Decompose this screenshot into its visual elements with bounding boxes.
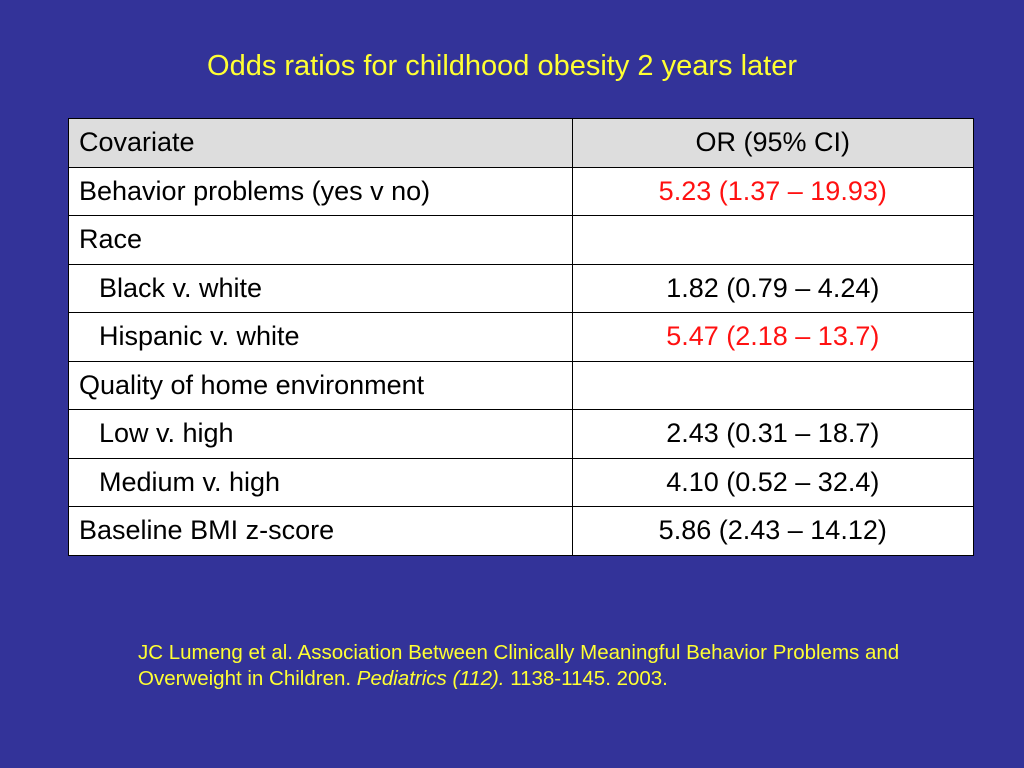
slide-title: Odds ratios for childhood obesity 2 year… <box>207 50 797 82</box>
odds-ratio-cell: 4.10 (0.52 – 32.4) <box>571 457 975 507</box>
table-row: Quality of home environment <box>68 360 975 410</box>
covariate-cell: Behavior problems (yes v no) <box>68 166 573 216</box>
odds-ratio-cell: 1.82 (0.79 – 4.24) <box>571 263 975 313</box>
covariate-cell: Medium v. high <box>68 457 573 507</box>
covariate-cell: Quality of home environment <box>68 360 573 410</box>
table-row: Behavior problems (yes v no) 5.23 (1.37 … <box>68 166 975 216</box>
odds-ratio-cell: 5.47 (2.18 – 13.7) <box>571 312 975 362</box>
odds-ratio-cell <box>571 360 975 410</box>
header-odds-ratio: OR (95% CI) <box>571 118 975 168</box>
odds-ratio-cell: 2.43 (0.31 – 18.7) <box>571 409 975 459</box>
covariate-cell: Baseline BMI z-score <box>68 506 573 556</box>
covariate-cell: Hispanic v. white <box>68 312 573 362</box>
odds-ratio-cell <box>571 215 975 265</box>
citation-pages-year: 1138-1145. 2003. <box>504 667 668 690</box>
header-covariate: Covariate <box>68 118 573 168</box>
covariate-cell: Low v. high <box>68 409 573 459</box>
table-row: Hispanic v. white 5.47 (2.18 – 13.7) <box>68 312 975 362</box>
table-row: Baseline BMI z-score 5.86 (2.43 – 14.12) <box>68 506 975 556</box>
citation: JC Lumeng et al. Association Between Cli… <box>138 640 968 692</box>
table-row: Race <box>68 215 975 265</box>
citation-journal: Pediatrics (112). <box>356 667 505 690</box>
covariate-cell: Race <box>68 215 573 265</box>
odds-ratio-cell: 5.23 (1.37 – 19.93) <box>571 166 975 216</box>
odds-ratio-cell: 5.86 (2.43 – 14.12) <box>571 506 975 556</box>
table-row: Low v. high 2.43 (0.31 – 18.7) <box>68 409 975 459</box>
covariate-cell: Black v. white <box>68 263 573 313</box>
citation-text: JC Lumeng et al. Association Between Cli… <box>138 641 900 690</box>
odds-ratio-table: Covariate OR (95% CI) Behavior problems … <box>68 118 975 556</box>
table-header-row: Covariate OR (95% CI) <box>68 118 975 168</box>
table-row: Black v. white 1.82 (0.79 – 4.24) <box>68 263 975 313</box>
table-row: Medium v. high 4.10 (0.52 – 32.4) <box>68 457 975 507</box>
